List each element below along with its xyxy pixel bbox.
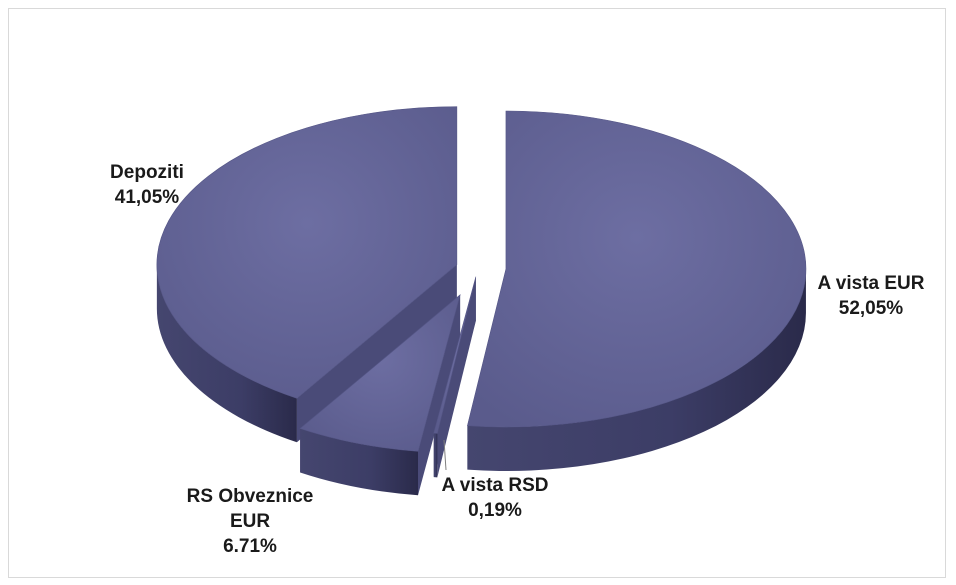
slice-top-a-vista-rsd	[433, 276, 477, 434]
slice-label-depoziti: Depoziti 41,05%	[82, 160, 212, 210]
slice-name-depoziti: Depoziti	[110, 162, 184, 183]
slice-rim-a-vista-rsd	[433, 433, 438, 478]
slice-name-rs-obveznice-line2: EUR	[229, 511, 271, 532]
slice-percent-depoziti: 41,05%	[114, 187, 180, 208]
slice-percent-a-vista-eur: 52,05%	[838, 298, 904, 319]
slice-label-rs-obveznice-eur: RS Obveznice EUR 6.71%	[170, 484, 330, 559]
slice-wall-a-vista-rsd-1	[433, 276, 476, 478]
slice-name-a-vista-eur: A vista EUR	[817, 273, 925, 294]
slice-label-a-vista-rsd: A vista RSD 0,19%	[420, 473, 570, 523]
slice-percent-rs-obveznice-eur: 6.71%	[223, 536, 277, 557]
slice-top-depoziti	[156, 106, 458, 399]
slice-name-rs-obveznice-line1: RS Obveznice	[186, 486, 314, 507]
slice-name-a-vista-rsd: A vista RSD	[441, 475, 549, 496]
slice-rim-depoziti	[156, 264, 297, 443]
slice-label-a-vista-eur: A vista EUR 52,05%	[796, 271, 946, 321]
slice-percent-a-vista-rsd: 0,19%	[468, 500, 522, 521]
slice-a-vista-rsd	[433, 276, 477, 478]
slice-top-a-vista-eur	[467, 110, 807, 428]
slice-rs-obveznice-eur	[299, 294, 461, 496]
slice-top-rs-obveznice-eur	[299, 294, 461, 452]
slice-a-vista-eur	[467, 110, 807, 471]
leader-line-a-vista-rsd	[443, 439, 447, 471]
slice-rim-a-vista-eur	[467, 268, 806, 471]
slice-rim-rs-obveznice-eur	[300, 428, 419, 496]
